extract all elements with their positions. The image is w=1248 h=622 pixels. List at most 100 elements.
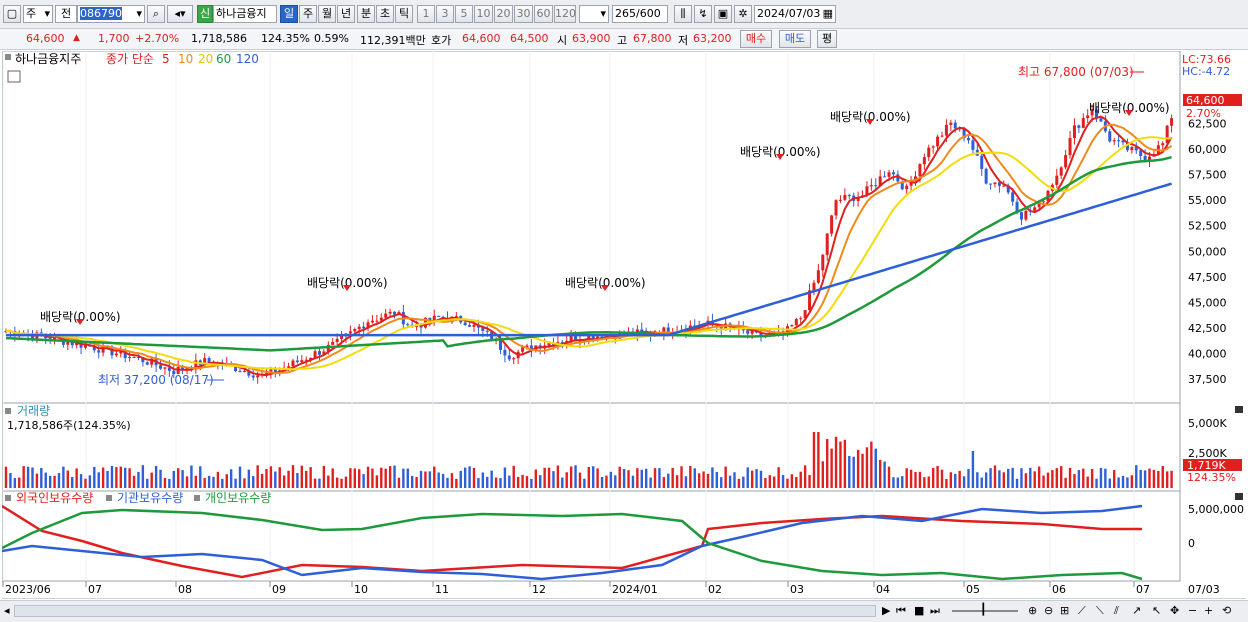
scroll-left-icon[interactable]: ◂ — [4, 604, 10, 617]
trendline-icon[interactable]: ⟋ — [1078, 604, 1086, 617]
interval-20[interactable]: 20 — [494, 5, 513, 23]
search-icon[interactable]: ⌕ — [147, 5, 165, 23]
chart-canvas[interactable]: 배당락(0.00%) 배당락(0.00%) 배당락(0.00%) 배당락(0.00%)… — [1, 50, 1246, 600]
stock-chart[interactable]: 배당락(0.00%) 배당락(0.00%) 배당락(0.00%) 배당락(0.00%)… — [1, 50, 1246, 600]
ma-line-20 — [6, 136, 1172, 371]
play-icon[interactable]: ▶ — [882, 604, 891, 617]
scroll-track[interactable] — [14, 605, 876, 617]
volume-bar — [225, 474, 228, 488]
arrow-icon[interactable]: ↗ — [1132, 604, 1142, 617]
volume-bar — [221, 478, 224, 488]
volume-bar — [97, 472, 100, 488]
interval-5[interactable]: 5 — [455, 5, 473, 23]
legend-ma-120: 120 — [236, 52, 259, 66]
buy-button[interactable]: 매수 — [740, 30, 772, 48]
volume-bar — [4, 466, 8, 488]
rewind-icon[interactable]: ⏮ — [896, 604, 906, 617]
volume-bar — [658, 468, 661, 488]
table-toggle-icon[interactable] — [7, 70, 21, 83]
period-month[interactable]: 월 — [318, 5, 336, 23]
interval-select[interactable]: ▾ — [579, 5, 609, 23]
volume-bar — [530, 478, 533, 488]
chart-scroll-bar[interactable]: ◂ ▶ ⏮ ■ ⏭ ┃ ⊕ ⊖ ⊞ ⟋ ⟍ ⫽ ↗ ↖ ✥ − + ⟲ — [0, 600, 1248, 622]
volume-bar — [706, 473, 710, 488]
minus-icon[interactable]: − — [1188, 604, 1198, 617]
interval-3[interactable]: 3 — [436, 5, 454, 23]
volume-bar — [936, 465, 939, 488]
channel-icon[interactable]: ⫽ — [1114, 604, 1119, 617]
candle-body — [936, 136, 940, 147]
type-select[interactable]: 주 ▾ — [23, 5, 53, 23]
crosshair-icon[interactable]: ⊞ — [1060, 604, 1070, 617]
candle-body — [66, 341, 70, 345]
interval-10[interactable]: 10 — [474, 5, 493, 23]
plus-icon[interactable]: + — [1204, 604, 1214, 617]
speaker-icon[interactable]: ◂▾ — [167, 5, 193, 23]
candle-body — [993, 182, 997, 185]
candle-body — [454, 316, 458, 318]
candle-body — [393, 311, 397, 315]
price-axis-tick: 42,500 — [1188, 322, 1227, 335]
volume-bar — [216, 471, 220, 488]
volume-bar — [106, 470, 109, 488]
volume-bar — [163, 477, 167, 488]
bid-price-1: 64,600 — [462, 32, 501, 45]
period-minute[interactable]: 분 — [357, 5, 375, 23]
save-icon[interactable]: ▣ — [714, 5, 732, 23]
period-day[interactable]: 일 — [280, 5, 298, 23]
interval-1[interactable]: 1 — [417, 5, 435, 23]
volume-bar — [817, 432, 820, 488]
move-icon[interactable]: ✥ — [1170, 604, 1180, 617]
candle-type-icon[interactable]: ⫼ — [674, 5, 692, 23]
candle-body — [172, 370, 176, 375]
count-input[interactable]: 265/600 — [612, 5, 668, 23]
date-input[interactable]: 2024/07/03 ▦ — [754, 5, 836, 23]
period-week[interactable]: 주 — [299, 5, 317, 23]
volume-bar — [84, 478, 87, 488]
market-select[interactable]: 전 — [55, 5, 77, 23]
price-axis-tick: 37,500 — [1188, 373, 1227, 386]
sell-button[interactable]: 매도 — [779, 30, 811, 48]
period-second[interactable]: 초 — [376, 5, 394, 23]
period-year[interactable]: 년 — [337, 5, 355, 23]
volume-bar — [388, 466, 392, 488]
candle-body — [136, 356, 140, 358]
reset-icon[interactable]: ⟲ — [1222, 604, 1232, 617]
price-axis-tick: 60,000 — [1188, 143, 1227, 156]
zoom-out-icon[interactable]: ⊖ — [1044, 604, 1054, 617]
candle-body — [1077, 125, 1081, 128]
volume-bar — [366, 466, 370, 488]
zoom-slider-handle-icon[interactable]: ┃ — [980, 603, 987, 616]
period-tick[interactable]: 틱 — [395, 5, 413, 23]
settings-icon[interactable]: ✲ — [734, 5, 752, 23]
panel-close-icon[interactable] — [1235, 406, 1243, 413]
x-axis-label: 06 — [1052, 583, 1066, 596]
stop-icon[interactable]: ■ — [914, 604, 925, 617]
x-axis-label: 12 — [532, 583, 546, 596]
volume-bar — [781, 475, 785, 488]
candle-body — [1068, 138, 1072, 156]
candle-body — [896, 174, 900, 182]
interval-30[interactable]: 30 — [514, 5, 533, 23]
volume-bar — [274, 471, 277, 488]
candle-body — [816, 270, 820, 283]
zoom-in-icon[interactable]: ⊕ — [1028, 604, 1038, 617]
interval-120[interactable]: 120 — [554, 5, 576, 23]
window-icon[interactable]: ▢ — [3, 5, 21, 23]
volume-bar — [243, 478, 246, 488]
candle-body — [406, 324, 410, 326]
volume-bar — [746, 467, 749, 488]
cursor-icon[interactable]: ↖ — [1152, 604, 1162, 617]
panel-close-icon[interactable] — [1235, 493, 1243, 500]
avg-button[interactable]: 평 — [817, 30, 837, 48]
candle-body — [891, 172, 895, 175]
zoom-slider[interactable] — [952, 610, 1018, 612]
candle-body — [772, 332, 776, 334]
fibonacci-icon[interactable]: ⟍ — [1096, 604, 1104, 617]
indicator-icon[interactable]: ↯ — [694, 5, 712, 23]
price-panel-frame — [1, 50, 1181, 404]
stock-code-input[interactable]: 086790 ▾ — [77, 5, 145, 23]
interval-60[interactable]: 60 — [534, 5, 553, 23]
forward-icon[interactable]: ⏭ — [930, 604, 940, 617]
x-axis-labels: 2023/06 07 08 09 10 11 12 2024/01 02 03 04 05 06 07 — [2, 581, 1150, 596]
